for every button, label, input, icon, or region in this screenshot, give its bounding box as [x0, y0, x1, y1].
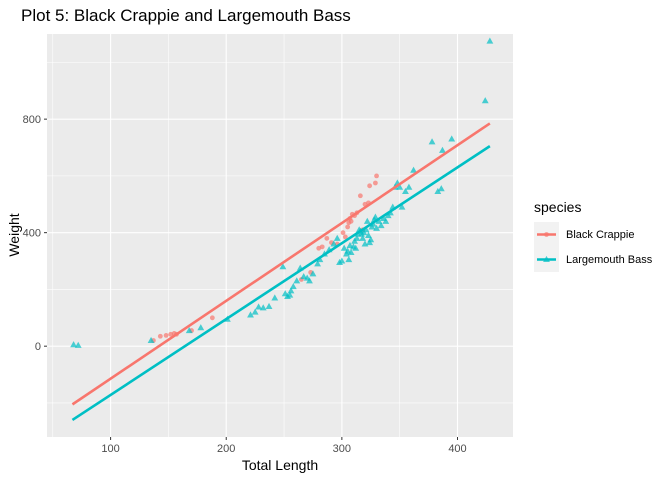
largemouth-bass-point: [74, 341, 82, 348]
fit-lines: [71, 122, 491, 422]
largemouth-bass-point: [398, 203, 406, 210]
black-crappie-point: [324, 235, 330, 241]
x-tick-label: 100: [101, 443, 119, 455]
axis-ticks: 100 200 300 400 0 400 800: [23, 114, 467, 455]
largemouth-bass-point: [347, 248, 355, 256]
x-tick-label: 400: [448, 443, 466, 455]
largemouth-bass-point: [359, 234, 367, 241]
largemouth-bass-point: [330, 240, 338, 247]
largemouth-bass-point: [345, 256, 353, 263]
largemouth-bass-point: [371, 213, 379, 220]
largemouth-bass-point: [306, 277, 313, 284]
largemouth-bass-point: [382, 217, 390, 224]
largemouth-bass-point: [353, 234, 361, 241]
largemouth-bass-point: [362, 226, 370, 233]
largemouth-bass-point: [363, 217, 371, 224]
largemouth-bass-point: [396, 183, 404, 190]
largemouth-bass-point: [185, 326, 193, 334]
largemouth-bass-point: [439, 146, 446, 153]
legend-label: Largemouth Bass: [566, 254, 653, 266]
black-crappie-point: [340, 230, 346, 236]
legend-items: Black Crappie Largemouth Bass: [534, 222, 653, 272]
largemouth-bass-point: [309, 270, 317, 277]
black-crappie-point: [348, 218, 354, 224]
largemouth-bass-point: [314, 260, 322, 267]
largemouth-bass-point: [437, 185, 445, 192]
largemouth-bass-point: [70, 341, 78, 348]
grid-lines: [47, 34, 513, 437]
black-crappie-point: [372, 180, 378, 186]
largemouth-bass-point: [287, 287, 295, 294]
largemouth-bass-point: [434, 187, 442, 195]
legend-label: Black Crappie: [566, 229, 634, 241]
largemouth-bass-fit-line: [71, 145, 491, 422]
y-axis-title: Weight: [6, 213, 22, 256]
black-crappie-point: [342, 234, 348, 240]
y-tick-label: 400: [23, 228, 41, 240]
chart-title: Plot 5: Black Crappie and Largemouth Bas…: [21, 6, 351, 25]
black-crappie-point: [367, 183, 373, 189]
largemouth-bass-point: [279, 263, 287, 270]
black-crappie-fit-line: [71, 122, 491, 406]
largemouth-bass-point: [410, 166, 417, 173]
largemouth-bass-point: [448, 135, 456, 142]
largemouth-bass-point: [340, 244, 348, 251]
largemouth-bass-point: [377, 221, 385, 229]
y-tick-label: 0: [35, 341, 41, 353]
largemouth-bass-point: [265, 302, 273, 309]
largemouth-bass-point: [405, 183, 413, 190]
legend-key-triangle: [543, 255, 550, 263]
black-crappie-point: [345, 224, 351, 230]
largemouth-bass-point: [365, 231, 372, 239]
largemouth-bass-point: [271, 294, 279, 301]
x-axis-title: Total Length: [242, 457, 318, 473]
black-crappie-point: [157, 333, 163, 339]
largemouth-bass-point: [197, 324, 205, 331]
largemouth-bass-point: [402, 187, 409, 195]
black-crappie-point: [319, 244, 325, 250]
largemouth-bass-point: [286, 291, 294, 298]
black-crappie-point: [209, 315, 215, 321]
legend-key-circle: [544, 232, 549, 237]
largemouth-bass-point: [428, 138, 436, 145]
largemouth-bass-point: [486, 37, 494, 44]
largemouth-bass-point: [289, 282, 297, 290]
largemouth-bass-point: [247, 311, 254, 318]
largemouth-bass-point: [147, 336, 155, 344]
black-crappie-point: [163, 332, 169, 338]
black-crappie-point: [357, 193, 363, 199]
largemouth-bass-point: [255, 303, 263, 310]
black-crappie-point: [374, 173, 379, 179]
largemouth-bass-point: [293, 277, 301, 284]
largemouth-bass-point: [375, 217, 383, 224]
largemouth-bass-point: [251, 308, 259, 315]
legend-title: species: [534, 199, 581, 215]
largemouth-bass-point: [259, 304, 267, 311]
data-points: [70, 37, 494, 348]
largemouth-bass-point: [481, 97, 489, 104]
largemouth-bass-point: [373, 224, 380, 231]
largemouth-bass-point: [352, 244, 360, 251]
largemouth-bass-point: [367, 236, 375, 243]
y-tick-label: 800: [23, 114, 41, 126]
largemouth-bass-point: [333, 234, 341, 241]
plot-panel: [47, 34, 513, 437]
x-tick-label: 200: [217, 443, 235, 455]
x-tick-label: 300: [333, 443, 351, 455]
largemouth-bass-point: [338, 257, 346, 264]
legend: species Black Crappie Largemouth Bass: [534, 199, 653, 272]
